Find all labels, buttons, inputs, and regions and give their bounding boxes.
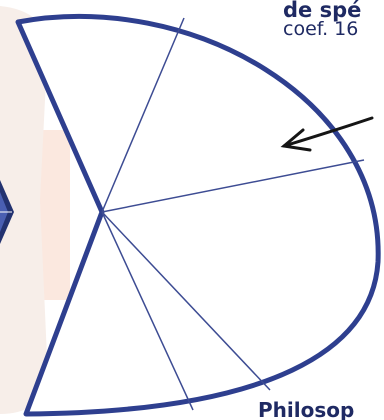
arrow-icon: [280, 116, 374, 152]
top-bold-label: de spé: [283, 0, 362, 22]
bottom-bold-label: Philosop: [258, 398, 355, 420]
top-coefficient-label: coef. 16: [283, 18, 359, 40]
segment-divider-3: [101, 211, 271, 391]
segment-divider-1: [101, 17, 185, 213]
segment-divider-4: [101, 211, 194, 411]
wheel-outline: [15, 13, 381, 417]
segment-divider-2: [101, 159, 365, 213]
diamond-emblem-icon: [0, 180, 14, 244]
background-glow-outline: [0, 6, 48, 414]
